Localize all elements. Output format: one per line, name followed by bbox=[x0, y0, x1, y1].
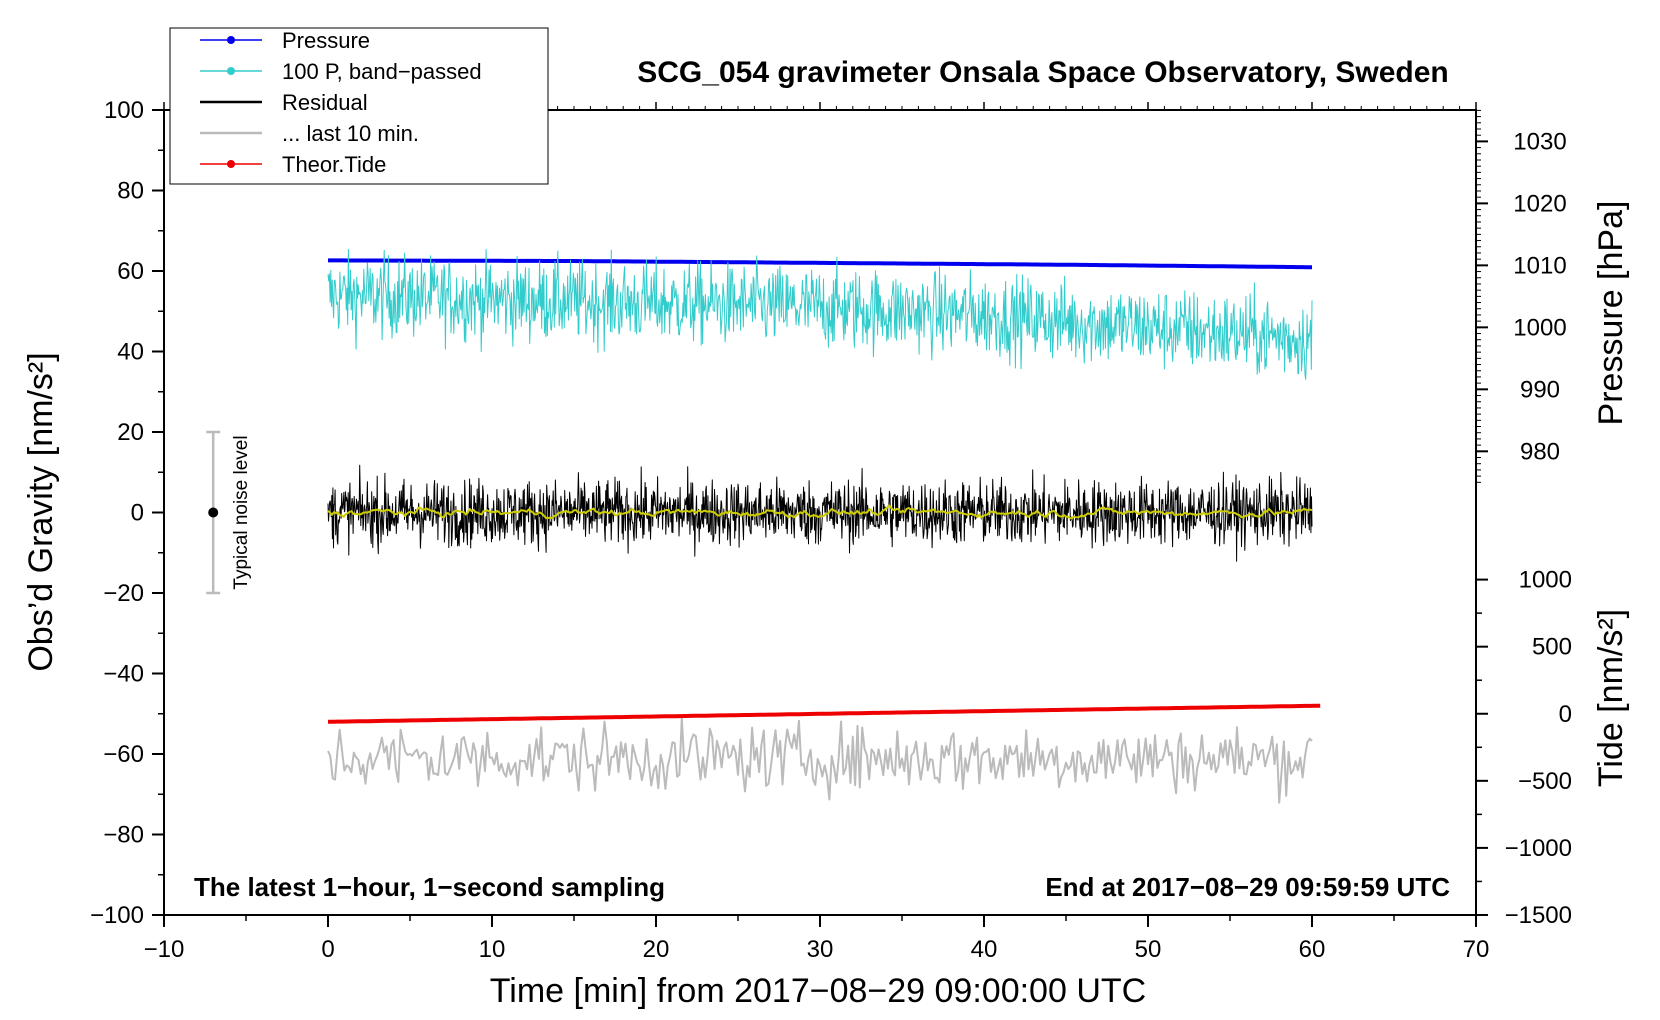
pressure-tick-label: 1020 bbox=[1513, 190, 1566, 217]
legend-label: Theor.Tide bbox=[282, 152, 386, 177]
y-right-tide-title: Tide [nm/s²] bbox=[1592, 609, 1630, 787]
legend-label: 100 P, band−passed bbox=[282, 59, 482, 84]
tide-axis-ticks: −1500 −1000 −500 0 500 1000 bbox=[1476, 567, 1572, 929]
annotation-bottom-left: The latest 1−hour, 1−second sampling bbox=[194, 872, 665, 902]
y-tick-label: 0 bbox=[131, 500, 144, 527]
y-tick-label: −100 bbox=[90, 902, 144, 929]
noise-bar-group: Typical noise level bbox=[206, 430, 252, 595]
y-tick-label: 60 bbox=[117, 258, 144, 285]
pressure-tick-label: 1000 bbox=[1513, 314, 1566, 341]
y-tick-label: 40 bbox=[117, 339, 144, 366]
y-tick-label: 80 bbox=[117, 178, 144, 205]
legend-marker bbox=[227, 160, 235, 168]
chart-title: SCG_054 gravimeter Onsala Space Observat… bbox=[637, 56, 1449, 89]
y-right-pressure-title: Pressure [hPa] bbox=[1592, 201, 1630, 426]
tide-tick-label: 1000 bbox=[1519, 567, 1572, 594]
series-line-0 bbox=[328, 258, 1312, 270]
legend-label: Residual bbox=[282, 90, 368, 115]
noise-bar-center-dot bbox=[208, 507, 219, 518]
x-tick-label: 10 bbox=[479, 936, 506, 963]
y-tick-label: −60 bbox=[103, 741, 144, 768]
pressure-tick-label: 990 bbox=[1520, 376, 1560, 403]
tide-tick-label: −1000 bbox=[1505, 835, 1572, 862]
x-axis-ticks: −10 0 10 20 30 40 50 60 70 bbox=[144, 102, 1490, 963]
y-tick-label: 100 bbox=[104, 97, 144, 124]
y-left-axis-ticks: −100 −80 −60 −40 −20 0 20 40 60 80 100 bbox=[90, 97, 164, 929]
x-tick-label: 20 bbox=[643, 936, 670, 963]
legend-marker bbox=[227, 36, 235, 44]
legend-label: Pressure bbox=[282, 28, 370, 53]
series-layer bbox=[327, 248, 1321, 804]
pressure-tick-label: 980 bbox=[1520, 438, 1560, 465]
tide-tick-label: −1500 bbox=[1505, 902, 1572, 929]
y-tick-label: −20 bbox=[103, 580, 144, 607]
pressure-axis-ticks: 980 990 1000 1010 1020 1030 bbox=[1476, 109, 1567, 483]
tide-tick-label: −500 bbox=[1518, 768, 1572, 795]
x-axis-title: Time [min] from 2017−08−29 09:00:00 UTC bbox=[490, 972, 1146, 1010]
legend-box bbox=[169, 27, 549, 185]
x-tick-label: −10 bbox=[144, 936, 185, 963]
y-tick-label: 20 bbox=[117, 419, 144, 446]
x-tick-label: 50 bbox=[1135, 936, 1162, 963]
x-tick-label: 70 bbox=[1463, 936, 1490, 963]
series-line-1 bbox=[327, 248, 1313, 380]
x-tick-label: 0 bbox=[321, 936, 334, 963]
x-tick-label: 60 bbox=[1299, 936, 1326, 963]
annotation-bottom-right: End at 2017−08−29 09:59:59 UTC bbox=[1045, 872, 1450, 902]
tide-tick-label: 500 bbox=[1532, 634, 1572, 661]
pressure-tick-label: 1010 bbox=[1513, 252, 1566, 279]
legend: Pressure 100 P, band−passed Residual ... la… bbox=[169, 27, 549, 185]
noise-bar-label: Typical noise level bbox=[231, 435, 252, 589]
series-line-5 bbox=[327, 703, 1321, 724]
series-line-4 bbox=[327, 717, 1313, 804]
y-tick-label: −40 bbox=[103, 661, 144, 688]
y-left-axis-title: Obs’d Gravity [nm/s²] bbox=[22, 352, 60, 671]
tide-tick-label: 0 bbox=[1559, 701, 1572, 728]
series-line-2 bbox=[327, 464, 1313, 562]
legend-label: ... last 10 min. bbox=[282, 121, 419, 146]
x-tick-label: 30 bbox=[807, 936, 834, 963]
pressure-tick-label: 1030 bbox=[1513, 128, 1566, 155]
x-tick-label: 40 bbox=[971, 936, 998, 963]
y-tick-label: −80 bbox=[103, 822, 144, 849]
legend-marker bbox=[227, 67, 235, 75]
series-line-3 bbox=[327, 504, 1313, 520]
